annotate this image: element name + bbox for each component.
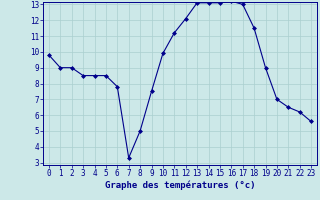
X-axis label: Graphe des températures (°c): Graphe des températures (°c) [105,181,255,190]
